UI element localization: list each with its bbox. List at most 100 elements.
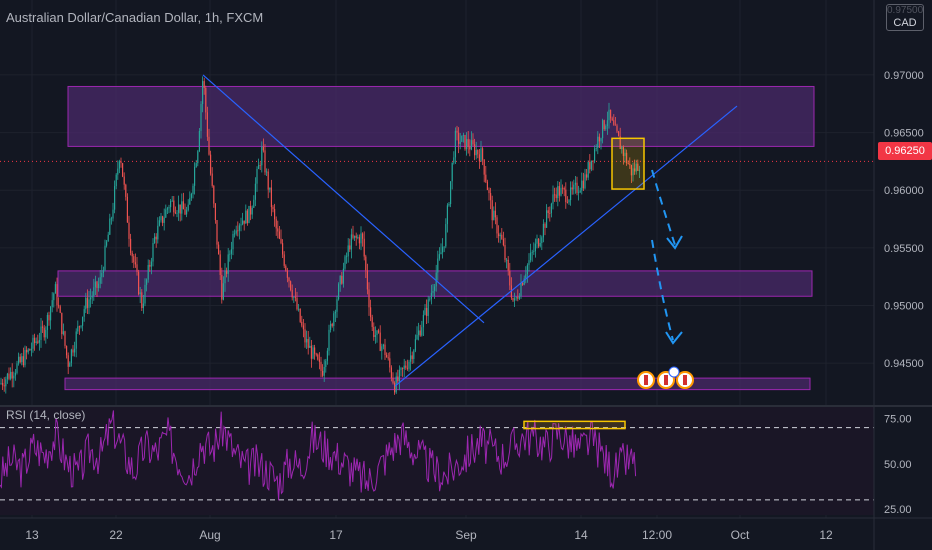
candle-body [275, 219, 277, 229]
candle-body [10, 371, 12, 379]
candle-body [30, 348, 32, 351]
candle-body [235, 230, 237, 234]
candle-body [184, 209, 186, 215]
candle-body [354, 235, 356, 238]
candle-body [635, 163, 637, 172]
candle-body [128, 222, 130, 239]
candle-body [406, 367, 408, 369]
candle-body [325, 360, 327, 367]
candle-body [24, 349, 26, 366]
candle-body [362, 233, 364, 239]
candle-body [469, 146, 471, 150]
candle-body [16, 363, 18, 373]
candle-body [573, 184, 575, 190]
candle-body [557, 186, 559, 199]
candle-body [290, 281, 292, 290]
candle-body [126, 196, 128, 223]
price-axis[interactable]: 0.97000 0.96500 0.96000 0.95500 0.95000 0.945… [884, 70, 924, 516]
candle-body [474, 144, 476, 156]
candle-body [203, 81, 205, 88]
candle-body [210, 154, 212, 174]
candle-body [366, 270, 368, 290]
candle-body [437, 258, 439, 273]
candle-body [603, 120, 605, 130]
candle-body [122, 163, 124, 177]
candle-body [347, 245, 349, 257]
candle-body [72, 349, 74, 353]
candle-body [166, 208, 168, 210]
candle-body [419, 330, 421, 336]
candle-body [93, 287, 95, 296]
candle-body [306, 339, 308, 343]
candle-body [328, 329, 330, 351]
candle-body [578, 192, 580, 194]
candle-body [598, 136, 600, 142]
candle-body [501, 234, 503, 239]
candle-body [336, 299, 338, 312]
candle-body [544, 223, 546, 228]
candle-body [491, 200, 493, 221]
time-axis[interactable]: 13 22 Aug 17 Sep 14 12:00 Oct 12 [25, 528, 833, 542]
price-zones [57, 85, 815, 391]
candle-body [54, 284, 56, 294]
candle-body [59, 306, 61, 313]
candle-body [586, 174, 588, 178]
candle-body [226, 270, 228, 274]
candle-body [285, 265, 287, 271]
candle-body [459, 141, 461, 144]
candle-body [360, 233, 362, 244]
time-tick-label: 13 [25, 528, 39, 542]
candle-body [445, 224, 447, 247]
candle-body [371, 317, 373, 327]
candle-body [450, 181, 452, 205]
candle-body [536, 238, 538, 244]
currency-label: CAD [893, 17, 917, 29]
candle-body [318, 359, 320, 362]
support-resistance-zone [67, 85, 815, 147]
rsi-title: RSI (14, close) [6, 408, 86, 422]
candle-body [304, 329, 306, 343]
highlight-box [611, 137, 645, 190]
candle-body [269, 187, 271, 190]
candle-body [392, 378, 394, 384]
candle-body [66, 345, 68, 356]
candle-body [272, 207, 274, 210]
candle-body [58, 305, 60, 307]
currency-badge[interactable]: 0.97500 CAD [886, 4, 924, 31]
candle-body [48, 315, 50, 321]
candle-body [370, 307, 372, 318]
time-tick-label: Oct [731, 528, 750, 542]
candle-body [365, 256, 367, 271]
candle-body [552, 194, 554, 204]
candle-body [0, 382, 2, 384]
candle-body [200, 104, 202, 131]
economic-events[interactable] [637, 366, 694, 389]
price-tick-label: 0.95000 [884, 300, 924, 312]
candle-body [208, 136, 210, 155]
candle-body [594, 148, 596, 162]
candle-body [630, 164, 632, 176]
candle-body [154, 236, 156, 244]
candle-body [141, 292, 143, 309]
candle-body [112, 209, 114, 219]
candle-body [11, 371, 13, 379]
candle-body [264, 150, 266, 173]
candle-body [22, 356, 24, 366]
candle-body [258, 165, 260, 170]
candle-body [634, 168, 636, 172]
candle-body [230, 249, 232, 254]
candle-body [307, 339, 309, 348]
time-tick-label: 14 [574, 528, 588, 542]
candle-body [6, 373, 8, 380]
projection-arrows [651, 169, 683, 345]
candle-body [331, 323, 333, 326]
candle-body [562, 187, 564, 189]
candle-body [410, 355, 412, 362]
candle-body [608, 109, 610, 121]
candle-body [526, 265, 528, 275]
candle-body [571, 187, 573, 190]
candle-body [509, 270, 511, 286]
candle-body [158, 220, 160, 226]
price-tick-label: 0.95500 [884, 243, 924, 255]
